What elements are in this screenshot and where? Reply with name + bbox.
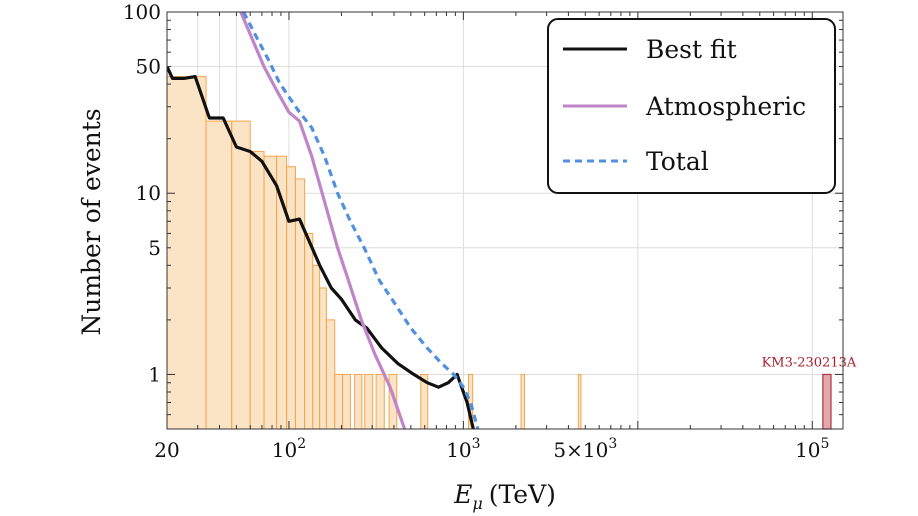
histogram-bar <box>342 373 351 430</box>
x-tick-label: 102 <box>272 436 306 462</box>
event-label: KM3-230213A <box>762 355 857 370</box>
x-tick-label: 105 <box>795 436 829 462</box>
histogram-bar <box>312 264 321 430</box>
histogram-bar <box>263 155 278 430</box>
legend-box <box>547 18 836 194</box>
axis-ticks: 1 5 10 50 100 20 102 103 5×103 105 <box>123 0 843 462</box>
histogram-bar <box>166 76 207 430</box>
histogram-bar <box>325 319 336 430</box>
plot-frame <box>166 11 844 430</box>
x-tick-label: 5×103 <box>553 436 617 462</box>
y-tick-label: 10 <box>136 181 161 205</box>
y-tick-label: 50 <box>136 55 161 79</box>
histogram-bar <box>334 373 344 430</box>
histogram-bar <box>249 150 265 430</box>
y-tick-label: 100 <box>123 0 161 24</box>
legend-label-best-fit: Best fit <box>646 35 737 64</box>
x-tick-label: 103 <box>446 436 480 462</box>
histogram-bar <box>286 166 296 430</box>
x-axis-unit: (TeV) <box>489 480 556 509</box>
x-axis-symbol: E <box>453 480 472 509</box>
histogram-bar <box>231 120 251 430</box>
x-tick-label: 20 <box>154 438 179 462</box>
histogram-bar <box>294 178 306 430</box>
legend: Best fit Atmospheric Total <box>547 18 836 194</box>
histogram-bar <box>520 373 525 430</box>
histogram-bar <box>577 373 582 430</box>
series-lines <box>167 12 480 429</box>
y-tick-label: 1 <box>148 362 161 386</box>
histogram-bar <box>375 373 385 430</box>
y-tick-label: 5 <box>148 236 161 260</box>
x-axis-label: Eμ (TeV) <box>453 480 556 513</box>
histogram-bars <box>166 76 582 430</box>
histogram-bar <box>354 373 363 430</box>
legend-label-atmospheric: Atmospheric <box>645 92 806 121</box>
histogram-bar <box>304 232 314 430</box>
histogram-bar <box>205 120 233 430</box>
y-axis-label: Number of events <box>77 108 106 335</box>
series-line-best-fit <box>167 65 475 429</box>
event-bar <box>822 373 832 430</box>
x-axis-subscript: μ <box>472 494 482 513</box>
legend-label-total: Total <box>646 147 709 176</box>
series-line-atmospheric <box>239 12 407 429</box>
histogram-bar <box>319 287 327 430</box>
histogram-bar <box>364 373 374 430</box>
plot-border <box>166 11 844 430</box>
